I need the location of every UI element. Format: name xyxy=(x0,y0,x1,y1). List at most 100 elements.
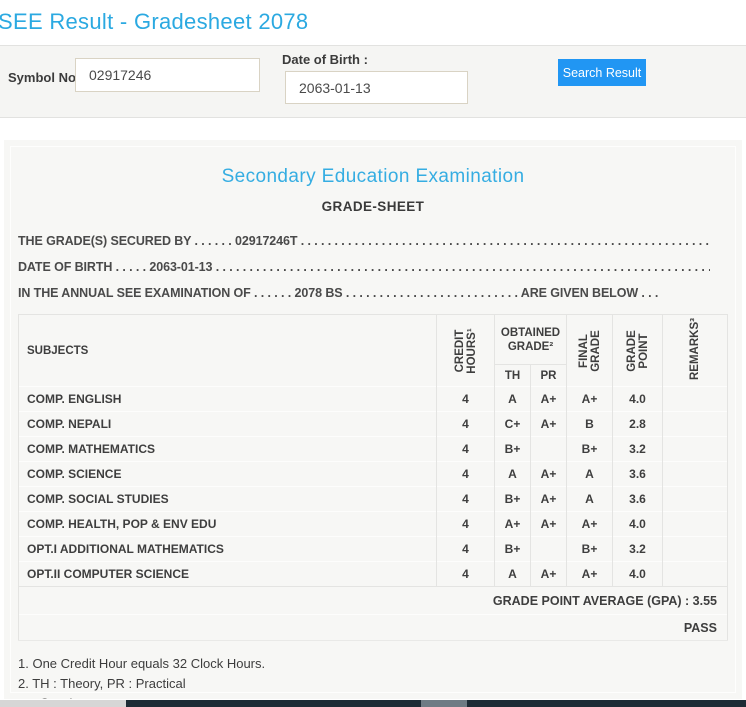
credit-cell: 4 xyxy=(436,411,495,437)
subject-cell: COMP. SOCIAL STUDIES xyxy=(18,486,437,512)
table-row: COMP. SCIENCE 4 A A+ A 3.6 xyxy=(18,461,728,487)
scrollbar-thumb[interactable] xyxy=(421,700,467,707)
pr-grade-cell: A+ xyxy=(529,511,567,537)
pr-grade-cell: A+ xyxy=(529,561,567,587)
th-grade-cell: B+ xyxy=(494,436,531,462)
subject-cell: COMP. HEALTH, POP & ENV EDU xyxy=(18,511,437,537)
table-row: COMP. SOCIAL STUDIES 4 B+ A+ A 3.6 xyxy=(18,486,728,512)
final-grade-cell: B xyxy=(566,411,613,437)
header-grade-point: GRADE POINT xyxy=(612,314,663,387)
header-final-grade-label: FINAL GRADE xyxy=(577,329,602,372)
subject-cell: OPT.II COMPUTER SCIENCE xyxy=(18,561,437,587)
gpa-row: GRADE POINT AVERAGE (GPA) : 3.55 xyxy=(18,586,728,615)
credit-cell: 4 xyxy=(436,511,495,537)
table-row: COMP. ENGLISH 4 A A+ A+ 4.0 xyxy=(18,386,728,412)
pr-grade-cell: A+ xyxy=(529,486,567,512)
date-of-birth-input[interactable] xyxy=(285,71,468,104)
header-credit-hours: CREDIT HOURS¹ xyxy=(436,314,495,387)
credit-cell: 4 xyxy=(436,536,495,562)
remarks-cell xyxy=(662,461,728,487)
grade-point-cell: 3.6 xyxy=(612,461,663,487)
grade-point-cell: 4.0 xyxy=(612,386,663,412)
header-obtained-grade: OBTAINED GRADE² xyxy=(493,314,567,365)
subject-cell: COMP. ENGLISH xyxy=(18,386,437,412)
th-grade-cell: A xyxy=(494,461,531,487)
grade-point-cell: 3.6 xyxy=(612,486,663,512)
page-title: SEE Result - Gradesheet 2078 xyxy=(0,9,309,34)
grade-point-cell: 3.2 xyxy=(612,536,663,562)
subject-cell: COMP. SCIENCE xyxy=(18,461,437,487)
final-grade-cell: A+ xyxy=(566,561,613,587)
grades-table: SUBJECTS CREDIT HOURS¹ OBTAINED GRADE² F… xyxy=(18,314,728,641)
table-row: COMP. NEPALI 4 C+ A+ B 2.8 xyxy=(18,411,728,437)
final-grade-cell: A+ xyxy=(566,511,613,537)
th-grade-cell: B+ xyxy=(494,486,531,512)
grade-point-cell: 4.0 xyxy=(612,561,663,587)
symbol-no-input[interactable] xyxy=(75,58,260,92)
table-row: OPT.I ADDITIONAL MATHEMATICS 4 B+ B+ 3.2 xyxy=(18,536,728,562)
pr-grade-cell xyxy=(529,436,567,462)
statements: THE GRADE(S) SECURED BY . . . . . . 0291… xyxy=(18,228,710,306)
remarks-cell xyxy=(662,436,728,462)
statement-grades-secured: THE GRADE(S) SECURED BY . . . . . . 0291… xyxy=(18,234,710,248)
grades-table-header: SUBJECTS CREDIT HOURS¹ OBTAINED GRADE² F… xyxy=(18,314,728,387)
final-grade-cell: B+ xyxy=(566,536,613,562)
result-status: PASS xyxy=(18,614,728,641)
footnote-th-pr: 2. TH : Theory, PR : Practical xyxy=(18,676,186,691)
footnotes: 1. One Credit Hour equals 32 Clock Hours… xyxy=(18,654,728,699)
remarks-cell xyxy=(662,411,728,437)
bottom-scrollbar xyxy=(0,700,746,707)
header-remarks: REMARKS³ xyxy=(662,314,728,387)
table-row: COMP. HEALTH, POP & ENV EDU 4 A+ A+ A+ 4… xyxy=(18,511,728,537)
header-final-grade: FINAL GRADE xyxy=(566,314,613,387)
symbol-no-label: Symbol No : xyxy=(8,70,84,85)
pr-grade-cell: A+ xyxy=(529,411,567,437)
remarks-cell xyxy=(662,511,728,537)
credit-cell: 4 xyxy=(436,461,495,487)
remarks-cell xyxy=(662,561,728,587)
header-remarks-label: REMARKS³ xyxy=(689,317,701,380)
subject-cell: COMP. NEPALI xyxy=(18,411,437,437)
remarks-cell xyxy=(662,386,728,412)
th-grade-cell: A xyxy=(494,386,531,412)
header-th: TH xyxy=(494,364,531,387)
result-row: PASS xyxy=(18,614,728,641)
pr-grade-cell: A+ xyxy=(529,386,567,412)
search-form: Symbol No : Date of Birth : Search Resul… xyxy=(0,45,746,118)
scrollbar-track[interactable] xyxy=(126,700,746,707)
statement-exam-year: IN THE ANNUAL SEE EXAMINATION OF . . . .… xyxy=(18,286,659,300)
footnote-credit-hour: 1. One Credit Hour equals 32 Clock Hours… xyxy=(18,656,266,671)
date-of-birth-label: Date of Birth : xyxy=(282,52,368,67)
final-grade-cell: A xyxy=(566,486,613,512)
th-grade-cell: A xyxy=(494,561,531,587)
grade-point-cell: 4.0 xyxy=(612,511,663,537)
gradesheet-panel: Secondary Education Examination GRADE-SH… xyxy=(4,140,742,699)
th-grade-cell: A+ xyxy=(494,511,531,537)
header-credit-hours-label: CREDIT HOURS¹ xyxy=(453,327,478,374)
header-grade-point-label: GRADE POINT xyxy=(625,329,650,372)
header-pr: PR xyxy=(529,364,567,387)
final-grade-cell: A xyxy=(566,461,613,487)
gpa-value: GRADE POINT AVERAGE (GPA) : 3.55 xyxy=(18,586,728,615)
credit-cell: 4 xyxy=(436,436,495,462)
remarks-cell xyxy=(662,486,728,512)
final-grade-cell: A+ xyxy=(566,386,613,412)
sheet-title: GRADE-SHEET xyxy=(321,199,425,214)
header-subjects: SUBJECTS xyxy=(18,314,437,387)
table-row: COMP. MATHEMATICS 4 B+ B+ 3.2 xyxy=(18,436,728,462)
th-grade-cell: C+ xyxy=(494,411,531,437)
grade-point-cell: 2.8 xyxy=(612,411,663,437)
statement-date-of-birth: DATE OF BIRTH . . . . . 2063-01-13 . . .… xyxy=(18,260,710,274)
footnote-absent: 3. *@ : Absent xyxy=(18,694,728,699)
scrollbar-left-gap xyxy=(0,700,126,707)
credit-cell: 4 xyxy=(436,486,495,512)
remarks-cell xyxy=(662,536,728,562)
pr-grade-cell: A+ xyxy=(529,461,567,487)
credit-cell: 4 xyxy=(436,386,495,412)
grade-point-cell: 3.2 xyxy=(612,436,663,462)
subject-cell: COMP. MATHEMATICS xyxy=(18,436,437,462)
credit-cell: 4 xyxy=(436,561,495,587)
search-result-button[interactable]: Search Result xyxy=(558,59,646,86)
final-grade-cell: B+ xyxy=(566,436,613,462)
table-row: OPT.II COMPUTER SCIENCE 4 A A+ A+ 4.0 xyxy=(18,561,728,587)
